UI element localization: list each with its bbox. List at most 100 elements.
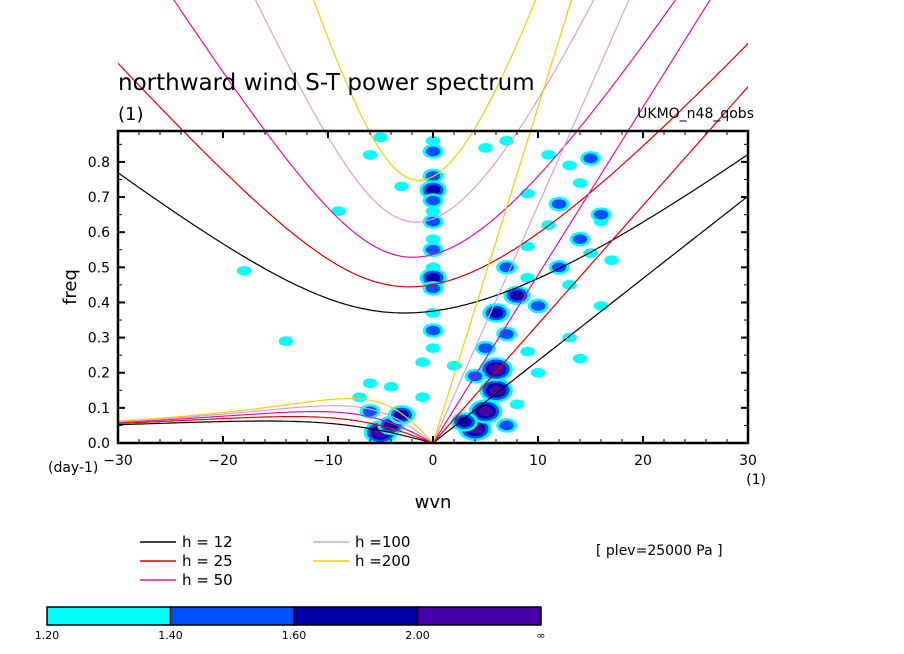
kelvin-curve bbox=[432, 0, 630, 443]
contour-patch bbox=[583, 153, 598, 164]
inertia-gravity-curve bbox=[254, 0, 595, 223]
contour-patch bbox=[425, 308, 441, 318]
x-tick-label: 0 bbox=[429, 453, 438, 469]
rossby-curve bbox=[118, 420, 434, 443]
colorbar-label: 2.00 bbox=[405, 629, 430, 642]
level-note: [ plev=25000 Pa ] bbox=[596, 543, 723, 559]
x-tick-label: −10 bbox=[313, 453, 343, 469]
colorbar: 1.20 1.40 1.60 2.00 ∞ bbox=[35, 606, 546, 642]
contour-patch bbox=[425, 135, 441, 146]
y-axis-label: freq bbox=[60, 269, 81, 305]
legend-label: h =200 bbox=[355, 552, 410, 570]
contour-patch bbox=[520, 241, 535, 252]
kelvin-curve bbox=[432, 195, 748, 443]
contour-patch bbox=[478, 343, 493, 354]
kelvin-curve bbox=[432, 0, 573, 443]
y-tick-label: 0.3 bbox=[88, 331, 110, 347]
y-tick-label: 0.8 bbox=[88, 155, 110, 171]
contour-patch bbox=[425, 195, 441, 206]
kelvin-curve bbox=[432, 0, 711, 443]
contour-patch bbox=[604, 255, 619, 266]
x-tick-label: −30 bbox=[103, 453, 133, 469]
contour-patch bbox=[520, 272, 535, 283]
contour-patch bbox=[415, 357, 430, 368]
contour-patch bbox=[593, 209, 609, 220]
colorbar-swatch bbox=[46, 606, 172, 626]
x-tick-label: 20 bbox=[634, 453, 652, 469]
y-tick-label: 0.7 bbox=[88, 190, 110, 206]
contour-patch bbox=[478, 142, 493, 153]
contour-patch bbox=[331, 206, 346, 217]
contour-patch bbox=[530, 301, 546, 311]
contour-patch bbox=[425, 272, 441, 283]
contour-patch bbox=[562, 332, 577, 343]
y-tick-label: 0.1 bbox=[88, 401, 110, 417]
y-tick-label: 0.2 bbox=[88, 366, 110, 382]
contour-patch bbox=[478, 406, 493, 417]
x-axis-label: wvn bbox=[415, 492, 452, 513]
chart-title: northward wind S-T power spectrum bbox=[118, 70, 535, 96]
y-tick-label: 0.4 bbox=[88, 295, 110, 311]
contour-patch bbox=[509, 399, 525, 410]
contour-patch bbox=[394, 181, 409, 192]
contour-patch bbox=[425, 283, 441, 294]
y-tick-label: 0.6 bbox=[88, 225, 110, 241]
contour-patch bbox=[572, 234, 588, 245]
contour-patch bbox=[499, 420, 514, 431]
legend-label: h =100 bbox=[355, 533, 410, 551]
colorbar-label: ∞ bbox=[536, 629, 545, 642]
inertia-gravity-curve bbox=[173, 0, 677, 258]
y-tick-label: 0.0 bbox=[88, 436, 110, 452]
contour-patch bbox=[488, 385, 504, 396]
contour-patch bbox=[425, 234, 441, 245]
dataset-label: UKMO_n48_qobs bbox=[637, 106, 754, 122]
rossby-curve bbox=[118, 398, 434, 443]
contour-patch bbox=[572, 178, 588, 188]
contour-patch bbox=[425, 185, 441, 195]
x-tick-label: 30 bbox=[739, 453, 757, 469]
contour-patch bbox=[236, 265, 252, 276]
inertia-gravity-curve bbox=[118, 43, 748, 288]
contour-patch bbox=[520, 188, 535, 199]
contour-patch bbox=[593, 301, 609, 311]
y-tick-label: 0.5 bbox=[88, 260, 110, 276]
colorbar-label: 1.60 bbox=[282, 629, 307, 642]
legend-label: h = 50 bbox=[182, 571, 233, 589]
contour-patch bbox=[530, 367, 546, 378]
x-unit-label: (1) bbox=[746, 472, 766, 488]
colorbar-swatch bbox=[293, 606, 419, 626]
contour-patch bbox=[383, 381, 399, 392]
x-axis: −30 −20 −10 0 10 20 30 bbox=[103, 131, 757, 469]
rossby-curve bbox=[118, 411, 434, 443]
contour-patch bbox=[352, 392, 367, 403]
legend-label: h = 12 bbox=[182, 533, 233, 551]
contour-patch bbox=[373, 132, 388, 143]
contour-patch bbox=[362, 378, 378, 389]
contour-patch bbox=[278, 336, 294, 347]
contour-patch bbox=[425, 216, 441, 227]
contour-patch bbox=[488, 308, 504, 318]
kelvin-curve bbox=[432, 86, 748, 443]
colorbar-label: 1.20 bbox=[35, 629, 60, 642]
contour-patch bbox=[425, 244, 441, 255]
contour-fill-layer bbox=[236, 132, 619, 443]
inertia-gravity-curve bbox=[118, 153, 748, 314]
x-tick-label: 10 bbox=[529, 453, 547, 469]
rossby-curve bbox=[118, 404, 434, 443]
contour-patch bbox=[362, 149, 378, 160]
colorbar-swatch bbox=[169, 606, 295, 626]
contour-patch bbox=[457, 417, 472, 427]
colorbar-swatch bbox=[416, 606, 542, 626]
x-tick-label: −20 bbox=[208, 453, 238, 469]
contour-patch bbox=[425, 343, 441, 354]
contour-patch bbox=[551, 199, 567, 209]
contour-patch bbox=[509, 290, 525, 301]
contour-patch bbox=[425, 206, 441, 217]
contour-patch bbox=[425, 325, 441, 336]
y-axis: 0.0 0.1 0.2 0.3 0.4 0.5 0.6 0.7 0.8 bbox=[88, 143, 748, 452]
chart-subtitle: (1) bbox=[118, 104, 144, 125]
inertia-gravity-curve bbox=[313, 0, 537, 181]
legend-label: h = 25 bbox=[182, 552, 233, 570]
